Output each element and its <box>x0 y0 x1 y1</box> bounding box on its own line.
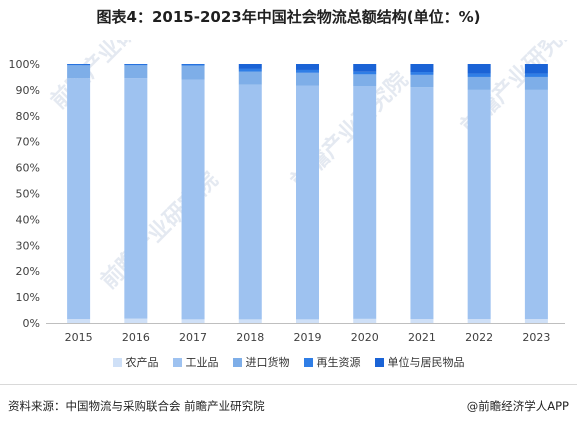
bar-segment <box>296 319 319 323</box>
bar-segment <box>67 65 91 79</box>
y-tick-label: 10% <box>16 291 40 304</box>
bar-segment <box>181 319 205 323</box>
y-tick-label: 60% <box>16 162 40 175</box>
bar-segment <box>124 65 148 79</box>
source-note: 资料来源：中国物流与采购联合会 前瞻产业研究院 <box>8 399 265 413</box>
legend-label: 进口货物 <box>245 356 290 369</box>
bar-segment <box>67 64 91 66</box>
bar-segment <box>124 318 148 323</box>
legend: 农产品 工业品 进口货物 再生资源 单位与居民物品 <box>0 354 577 370</box>
bar-segment <box>524 319 548 323</box>
bar-segment <box>181 65 205 80</box>
y-tick-label: 80% <box>16 110 40 123</box>
bar-segment <box>296 72 319 86</box>
y-tick-label: 70% <box>16 136 40 149</box>
x-axis: 2015 2016 2017 2018 2019 2020 2021 2022 2023 <box>46 323 565 344</box>
y-tick-label: 100% <box>9 58 40 71</box>
bar-segment <box>238 71 262 85</box>
bar-segment <box>353 86 377 319</box>
legend-swatch <box>172 357 182 367</box>
y-tick-label: 50% <box>16 188 40 201</box>
y-tick-label: 20% <box>16 265 40 278</box>
y-tick-label: 30% <box>16 239 40 252</box>
legend-label: 工业品 <box>185 356 219 369</box>
legend-label: 农产品 <box>125 356 159 369</box>
y-tick-label: 40% <box>16 213 40 226</box>
bars <box>67 64 548 323</box>
bar-segment <box>467 76 491 90</box>
legend-swatch <box>374 357 384 367</box>
x-tick-label: 2020 <box>351 331 379 344</box>
bar-segment <box>353 71 377 75</box>
legend-label: 再生资源 <box>316 356 361 369</box>
legend-swatch <box>303 357 313 367</box>
bar-segment <box>124 78 148 319</box>
x-tick-label: 2021 <box>408 331 436 344</box>
legend-item: 进口货物 <box>232 354 290 370</box>
bar-segment <box>296 64 319 70</box>
bar-segment <box>67 64 91 65</box>
legend-item: 工业品 <box>172 354 219 370</box>
legend-item: 单位与居民物品 <box>374 354 465 370</box>
bar-segment <box>181 79 205 320</box>
bar-segment <box>296 85 319 320</box>
bar-segment <box>410 64 434 73</box>
bar-segment <box>238 84 262 320</box>
x-tick-label: 2015 <box>65 331 93 344</box>
bar-segment <box>410 87 434 320</box>
x-tick-label: 2017 <box>179 331 207 344</box>
bar-segment <box>238 64 262 69</box>
legend-item: 再生资源 <box>303 354 361 370</box>
legend-label: 单位与居民物品 <box>387 356 465 369</box>
bar-segment <box>181 64 205 65</box>
y-tick-label: 0% <box>23 317 40 330</box>
footer-divider <box>0 384 577 385</box>
bar-segment <box>238 319 262 323</box>
bar-segment <box>353 318 377 323</box>
x-tick-label: 2023 <box>522 331 550 344</box>
bar-segment <box>524 89 548 320</box>
bar-segment <box>467 319 491 323</box>
watermark-text: 前瞻产业研究院 <box>46 40 173 114</box>
bar-segment <box>524 76 548 90</box>
bar-segment <box>67 319 91 323</box>
legend-item: 农产品 <box>112 354 159 370</box>
y-tick-label: 90% <box>16 84 40 97</box>
x-tick-label: 2016 <box>122 331 150 344</box>
bar-segment <box>524 64 548 74</box>
x-tick-label: 2019 <box>294 331 322 344</box>
bar-segment <box>238 68 262 72</box>
brand-credit: @前瞻经济学人APP <box>466 399 569 413</box>
chart-title: 图表4：2015-2023年中国社会物流总额结构(单位：%) <box>96 8 481 26</box>
bar-segment <box>124 64 148 65</box>
legend-swatch <box>232 357 242 367</box>
y-axis: 0% 10% 20% 30% 40% 50% 60% 70% 80% 90% 100% <box>9 58 40 330</box>
bar-segment <box>410 72 434 75</box>
bar-segment <box>467 64 491 74</box>
x-tick-label: 2018 <box>236 331 264 344</box>
bar-segment <box>353 74 377 87</box>
bar-segment <box>524 73 548 77</box>
bar-segment <box>467 73 491 77</box>
bar-segment <box>410 74 434 88</box>
bar-segment <box>467 89 491 320</box>
bar-segment <box>296 69 319 73</box>
bar-segment <box>124 64 148 66</box>
bar-segment <box>353 64 377 72</box>
x-tick-label: 2022 <box>465 331 493 344</box>
bar-segment <box>410 319 434 323</box>
bar-segment <box>181 64 205 66</box>
legend-swatch <box>112 357 122 367</box>
bar-segment <box>67 78 91 320</box>
